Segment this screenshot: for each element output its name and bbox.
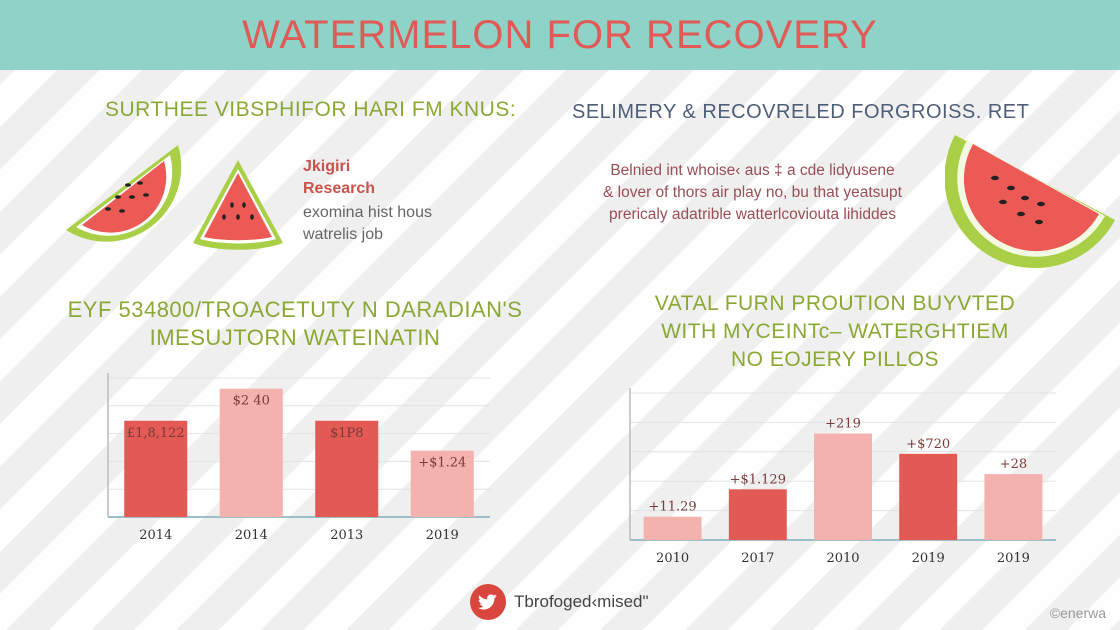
footer-brand: Tbrofoged‹mised": [470, 584, 649, 620]
right-section-heading-line-3: NO EOJERY PILLOS: [731, 348, 939, 371]
research-label-line-1: Jkigiri: [303, 158, 351, 175]
chart-1-tick-label-2: 2010: [826, 551, 859, 566]
intro-line-2: & lover of thors air play no, bu that ye…: [603, 184, 902, 201]
intro-paragraph: Belnied int whoise‹ aus ‡ a cde lidyusen…: [555, 160, 950, 226]
chart-0-tick-label-0: 2014: [139, 528, 172, 543]
chart-1-data-label-3: +$720: [906, 437, 950, 452]
intro-line-1: Belnied int whoise‹ aus ‡ a cde lidyusen…: [610, 162, 895, 179]
chart-0-data-label-1: $2 40: [233, 394, 270, 409]
chart-0-bar-3: [410, 450, 474, 517]
watermark: ©enerwa: [1049, 605, 1106, 621]
left-top-heading: SURTHEE VIBSPHIFOR HARI FM KNUS:: [105, 98, 517, 121]
chart-1-bar-1: [728, 489, 787, 540]
right-section-heading-line-2: WITH MYCEINTc– WATERGHTIEM: [661, 320, 1009, 343]
chart-1-tick-label-4: 2019: [997, 551, 1030, 566]
chart-0-tick-label-3: 2019: [426, 528, 459, 543]
intro-line-3: prericaly adatrible watterlcoviouta lihi…: [609, 206, 896, 223]
chart-1-data-label-0: +11.29: [649, 500, 697, 515]
watermelon-wedge-icon: [193, 160, 283, 250]
left-bar-chart: £1,8,122 2014 $2 40 2014 $1P8 2013 +$1.24 2019: [107, 373, 490, 543]
chart-0-data-label-2: $1P8: [330, 426, 364, 441]
left-section-heading: EYF 534800/TROACETUTY N DARADIAN'S IMESU…: [60, 296, 530, 352]
research-label: Jkigiri Research: [303, 156, 375, 200]
chart-0-data-label-0: £1,8,122: [127, 426, 185, 441]
right-section-heading: VATAL FURN PROUTION BUYVTED WITH MYCEINT…: [600, 290, 1070, 374]
chart-0-tick-label-1: 2014: [235, 528, 268, 543]
chart-0-bar-0: [124, 420, 188, 517]
research-text-line-2: watrelis job: [303, 226, 384, 243]
chart-1-data-label-1: +$1.129: [730, 472, 786, 487]
chart-0-bar-2: [315, 420, 379, 517]
research-text: exomina hist hous watrelis job: [303, 202, 432, 246]
chart-1-bar-2: [814, 433, 872, 540]
bird-icon: [470, 584, 506, 620]
footer-brand-name: Tbrofoged‹mised": [514, 592, 649, 611]
watermelon-slice-icon: [66, 145, 182, 242]
chart-1-bar-4: [984, 474, 1043, 540]
right-section-heading-line-1: VATAL FURN PROUTION BUYVTED: [654, 292, 1016, 315]
chart-1-data-label-4: +28: [1000, 457, 1027, 472]
left-section-heading-line-1: EYF 534800/TROACETUTY N DARADIAN'S: [67, 297, 523, 322]
right-bar-chart: +11.29 2010 +$1.129 2017 +219 2010 +$720 2019 +2…: [629, 388, 1056, 566]
research-label-line-2: Research: [303, 180, 376, 197]
right-top-heading: SELIMERY & RECOVRELED FORGROISS. RET: [572, 101, 1030, 123]
page-title: WATERMELON FOR RECOVERY: [242, 12, 878, 57]
left-section-heading-line-2: IMESUJTORN WATEINATIN: [149, 325, 441, 350]
chart-1-bar-0: [643, 516, 702, 540]
watermelon-half-icon: [945, 135, 1115, 269]
chart-1-data-label-2: +219: [825, 417, 861, 432]
chart-0-bar-1: [219, 388, 283, 517]
chart-0-tick-label-2: 2013: [330, 528, 363, 543]
title-banner: WATERMELON FOR RECOVERY: [0, 0, 1120, 70]
research-text-line-1: exomina hist hous: [303, 204, 432, 221]
chart-0-data-label-3: +$1.24: [418, 456, 466, 471]
chart-1-tick-label-1: 2017: [741, 551, 774, 566]
chart-1-tick-label-3: 2019: [912, 551, 945, 566]
chart-1-bar-3: [899, 453, 958, 540]
chart-1-tick-label-0: 2010: [656, 551, 689, 566]
